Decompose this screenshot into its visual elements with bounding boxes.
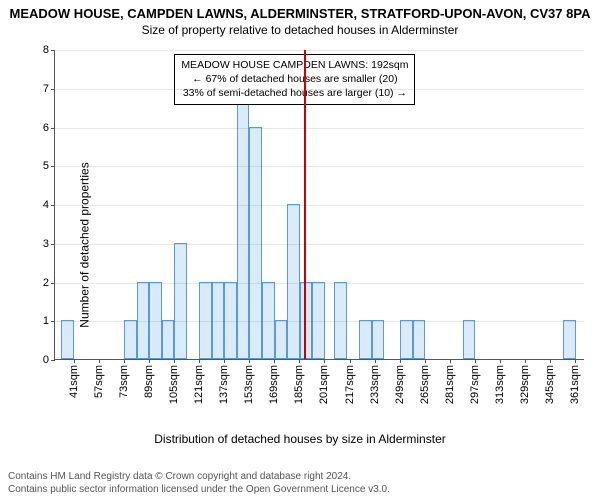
xtick: 41sqm [68, 359, 80, 398]
bar [334, 282, 347, 360]
bar [162, 320, 175, 359]
gridline [55, 128, 584, 129]
bar [174, 243, 187, 359]
gridline [55, 205, 584, 206]
ytick: 2 [27, 277, 49, 289]
xtick: 121sqm [193, 359, 205, 404]
xtick: 185sqm [293, 359, 305, 404]
ytick: 8 [27, 44, 49, 56]
bar [249, 127, 262, 360]
bar [563, 320, 576, 359]
bar [275, 320, 288, 359]
xtick: 233sqm [369, 359, 381, 404]
xtick: 105sqm [168, 359, 180, 404]
annot-line2: ← 67% of detached houses are smaller (20… [181, 72, 408, 86]
gridline [55, 321, 584, 322]
ytick: 4 [27, 199, 49, 211]
title-main: MEADOW HOUSE, CAMPDEN LAWNS, ALDERMINSTE… [0, 0, 600, 21]
xtick: 89sqm [143, 359, 155, 398]
ytick: 5 [27, 160, 49, 172]
xtick: 73sqm [118, 359, 130, 398]
bar [463, 320, 476, 359]
xtick: 345sqm [544, 359, 556, 404]
plot-area: MEADOW HOUSE CAMPDEN LAWNS: 192sqm ← 67%… [54, 50, 584, 360]
bar [224, 282, 237, 360]
xtick: 137sqm [218, 359, 230, 404]
bar [359, 320, 372, 359]
xtick: 57sqm [93, 359, 105, 398]
annot-line1: MEADOW HOUSE CAMPDEN LAWNS: 192sqm [181, 58, 408, 72]
bar [61, 320, 74, 359]
xtick: 297sqm [469, 359, 481, 404]
xtick: 169sqm [268, 359, 280, 404]
bar [212, 282, 225, 360]
xtick: 361sqm [569, 359, 581, 404]
bar [149, 282, 162, 360]
footer: Contains HM Land Registry data © Crown c… [8, 470, 592, 496]
gridline [55, 244, 584, 245]
bar [400, 320, 413, 359]
xtick: 249sqm [394, 359, 406, 404]
gridline [55, 283, 584, 284]
xtick: 329sqm [519, 359, 531, 404]
bar [124, 320, 137, 359]
ytick: 3 [27, 238, 49, 250]
bar [372, 320, 385, 359]
bar [199, 282, 212, 360]
chart: Number of detached properties MEADOW HOU… [0, 40, 600, 450]
xtick: 265sqm [419, 359, 431, 404]
ytick: 1 [27, 315, 49, 327]
gridline [55, 89, 584, 90]
xtick: 217sqm [344, 359, 356, 404]
xaxis-label: Distribution of detached houses by size … [0, 432, 600, 446]
ytick: 6 [27, 122, 49, 134]
bar [137, 282, 150, 360]
gridline [55, 50, 584, 51]
footer-line1: Contains HM Land Registry data © Crown c… [8, 470, 592, 483]
bar [287, 204, 300, 359]
gridline [55, 166, 584, 167]
xtick: 313sqm [494, 359, 506, 404]
xtick: 153sqm [243, 359, 255, 404]
reference-line [304, 50, 306, 359]
annotation-box: MEADOW HOUSE CAMPDEN LAWNS: 192sqm ← 67%… [174, 54, 415, 105]
bar [312, 282, 325, 360]
bar [413, 320, 426, 359]
xtick: 281sqm [444, 359, 456, 404]
xtick: 201sqm [318, 359, 330, 404]
bar [262, 282, 275, 360]
footer-line2: Contains public sector information licen… [8, 483, 592, 496]
ytick: 0 [27, 354, 49, 366]
title-sub: Size of property relative to detached ho… [0, 21, 600, 37]
ytick: 7 [27, 83, 49, 95]
